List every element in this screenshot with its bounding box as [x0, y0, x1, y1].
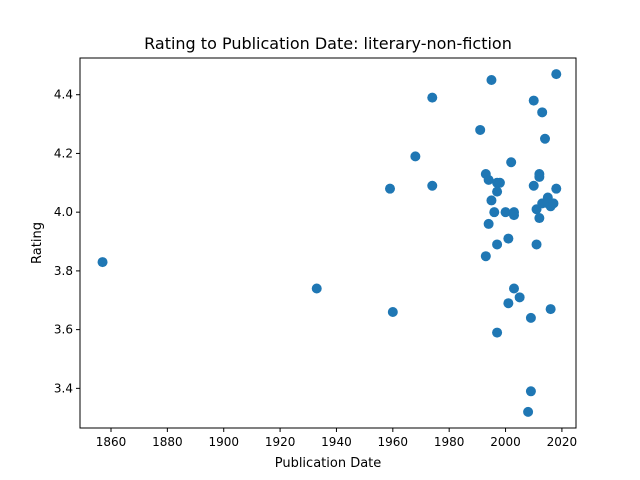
- x-axis-label: Publication Date: [275, 456, 382, 471]
- data-point: [427, 92, 438, 103]
- data-point: [534, 213, 545, 224]
- data-point: [410, 151, 421, 162]
- x-tick-label: 1980: [434, 435, 465, 449]
- data-point: [537, 107, 548, 118]
- data-point: [480, 251, 491, 262]
- y-tick-label: 3.6: [54, 323, 73, 337]
- data-point: [385, 183, 395, 194]
- data-point: [540, 133, 550, 144]
- x-tick-label: 1940: [321, 435, 352, 449]
- y-axis-label: Rating: [30, 222, 45, 264]
- data-point: [492, 239, 503, 250]
- data-points: [97, 69, 562, 417]
- data-point: [492, 327, 503, 338]
- data-point: [486, 195, 497, 206]
- y-tick-label: 3.4: [54, 381, 73, 395]
- y-tick-label: 4.0: [54, 205, 73, 219]
- data-point: [311, 283, 322, 294]
- chart-title: Rating to Publication Date: literary-non…: [144, 34, 512, 53]
- data-point: [483, 174, 494, 185]
- data-point: [494, 177, 505, 188]
- y-tick-label: 3.8: [54, 264, 73, 278]
- y-tick-label: 4.2: [54, 146, 73, 160]
- y-tick-label: 4.4: [54, 88, 73, 102]
- data-point: [525, 386, 536, 397]
- data-point: [503, 298, 514, 309]
- data-point: [514, 292, 525, 303]
- x-tick-label: 1900: [208, 435, 239, 449]
- data-point: [503, 233, 514, 244]
- x-tick-label: 1920: [265, 435, 296, 449]
- data-point: [486, 75, 497, 86]
- data-point: [427, 180, 438, 191]
- x-tick-label: 1860: [96, 435, 127, 449]
- data-point: [548, 198, 559, 209]
- x-axis-ticks: 1860 1880 1900 1920 1940 1960 1980 2000 2020: [96, 428, 577, 449]
- x-tick-label: 2000: [490, 435, 521, 449]
- data-point: [534, 171, 545, 182]
- x-tick-label: 1960: [378, 435, 409, 449]
- data-point: [500, 207, 511, 218]
- data-point: [531, 239, 542, 250]
- data-point: [509, 283, 519, 294]
- data-point: [525, 312, 536, 323]
- x-tick-label: 1880: [152, 435, 183, 449]
- data-point: [551, 69, 562, 80]
- data-point: [523, 406, 534, 417]
- data-point: [551, 183, 562, 194]
- data-point: [506, 157, 517, 168]
- data-point: [545, 304, 556, 315]
- x-tick-label: 2020: [547, 435, 578, 449]
- data-point: [489, 207, 500, 218]
- data-point: [97, 257, 108, 268]
- data-point: [475, 124, 486, 135]
- data-point: [492, 186, 503, 197]
- plot-frame: [79, 57, 577, 429]
- y-axis-ticks: 3.4 3.6 3.8 4.0 4.2 4.4: [54, 88, 80, 395]
- data-point: [528, 95, 539, 106]
- data-point: [509, 210, 519, 221]
- data-point: [483, 218, 494, 229]
- data-point: [387, 307, 398, 318]
- data-point: [528, 180, 539, 191]
